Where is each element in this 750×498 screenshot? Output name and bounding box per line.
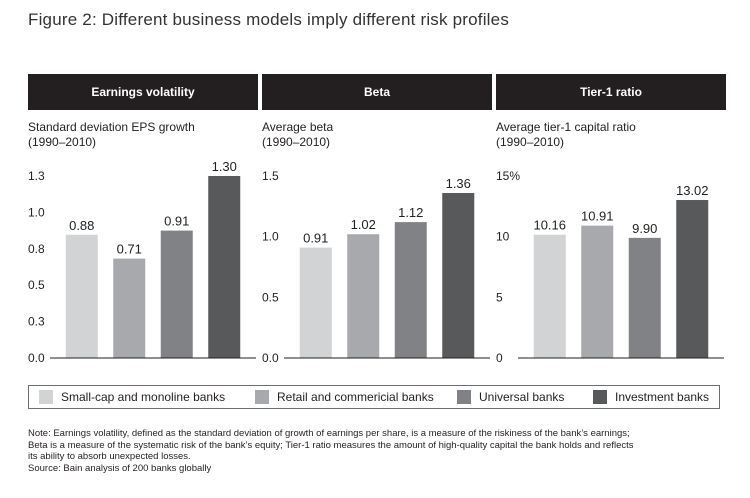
bar [394,222,427,358]
source-line: Source: Bain analysis of 200 banks globa… [28,462,212,474]
legend-item-universal: Universal banks [457,390,564,404]
legend-label: Retail and commericial banks [277,390,434,404]
y-tick-label: 0.5 [262,290,279,304]
bar-value-label: 10.91 [581,209,614,224]
legend-item-retail: Retail and commericial banks [255,390,434,404]
legend-label: Small-cap and monoline banks [61,390,226,404]
bar-value-label: 0.88 [69,218,94,233]
bar-value-label: 1.02 [351,217,376,232]
ylabel-line-1: Average tier-1 capital ratio [496,120,636,134]
legend-swatch [39,390,53,404]
legend: Small-cap and monoline banks Retail and … [28,385,720,409]
y-tick-label: 10 [496,230,510,244]
y-tick-label: 0 [496,351,503,365]
y-tick-label: 1.3 [28,169,45,183]
bar-value-label: 1.30 [212,159,237,174]
figure-title: Figure 2: Different business models impl… [28,10,510,29]
bar-value-label: 1.36 [446,176,471,191]
bar [676,200,709,358]
ylabel-line-2: (1990–2010) [496,135,565,149]
panel-subtitle: Average beta (1990–2010) [262,120,492,150]
y-tick-label: 0.0 [28,351,45,365]
footnote: Note: Earnings volatility, defined as th… [28,428,728,474]
bar-value-label: 0.71 [117,242,142,257]
bar [160,230,193,358]
legend-swatch [593,390,607,404]
bar-value-label: 10.16 [533,218,566,233]
y-tick-label: 1.5 [262,169,279,183]
panel-earnings-volatility: Earnings volatility Standard deviation E… [28,74,258,374]
panel-header: Beta [262,74,492,110]
note-line: its ability to absorb unexpected losses. [28,451,191,462]
note-line: Beta is a measure of the systematic risk… [28,439,634,451]
bar-value-label: 9.90 [632,221,657,236]
chart-tier1-ratio: 0 5 10 15% 10.16 10.91 9.90 13.02 [496,169,724,365]
bar [347,234,380,358]
y-tick-label: 0.8 [28,242,45,256]
bar [113,258,146,358]
panel-header: Tier-1 ratio [496,74,726,110]
bar [299,247,332,358]
bar-value-label: 13.02 [676,183,709,198]
y-tick-label: 1.0 [262,230,279,244]
bar [65,234,98,358]
legend-item-small-cap: Small-cap and monoline banks [39,390,225,404]
y-tick-label: 0.5 [28,278,45,292]
legend-item-investment: Investment banks [593,390,709,404]
ylabel-line-1: Average beta [262,120,334,134]
legend-label: Investment banks [615,390,710,404]
bar [533,234,566,358]
bar [208,176,241,358]
panel-tier1-ratio: Tier-1 ratio Average tier-1 capital rati… [496,74,726,374]
y-tick-label: 1.0 [28,205,45,219]
panel-header: Earnings volatility [28,74,258,110]
panel-subtitle: Standard deviation EPS growth (1990–2010… [28,120,258,150]
note-line: Note: Earnings volatility, defined as th… [28,428,630,439]
y-tick-label: 0.3 [28,315,45,329]
bar-value-label: 1.12 [398,205,423,220]
legend-label: Universal banks [479,390,565,404]
panel-subtitle: Average tier-1 capital ratio (1990–2010) [496,120,726,150]
bar [581,225,614,358]
panel-beta: Beta Average beta (1990–2010) 0.0 0.5 1.0 1… [262,74,492,374]
chart-earnings-volatility: 0.0 0.3 0.5 0.8 1.0 1.3 0.88 0.71 0.91 1.30 [28,159,256,365]
bar [442,192,475,358]
bar-value-label: 0.91 [303,231,328,246]
legend-swatch [457,390,471,404]
bar [628,237,661,358]
bar-value-label: 0.91 [164,214,189,229]
y-tick-label: 15% [496,169,520,183]
ylabel-line-1: Standard deviation EPS growth [28,120,195,134]
ylabel-line-2: (1990–2010) [28,135,97,149]
y-tick-label: 5 [496,290,503,304]
chart-beta: 0.0 0.5 1.0 1.5 0.91 1.02 1.12 1.36 [262,169,490,365]
y-tick-label: 0.0 [262,351,279,365]
legend-swatch [255,390,269,404]
ylabel-line-2: (1990–2010) [262,135,331,149]
